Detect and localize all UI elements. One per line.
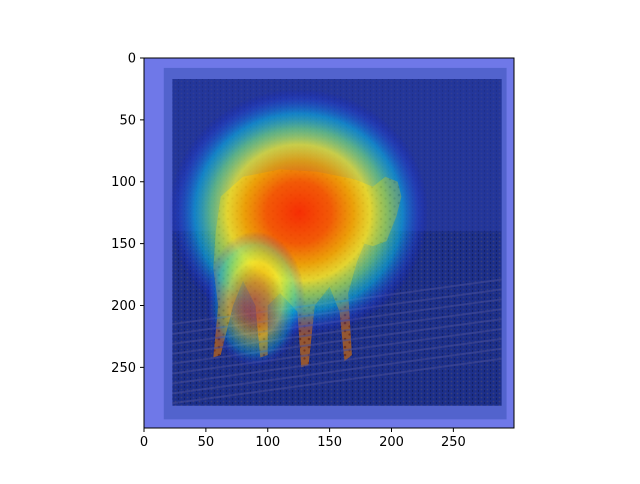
y-tick-label: 100 bbox=[111, 175, 136, 190]
y-axis: 0 50 100 150 200 250 bbox=[111, 52, 144, 376]
ground-streak bbox=[172, 347, 502, 395]
axes-frame bbox=[143, 57, 515, 429]
ground-streak bbox=[172, 357, 502, 405]
ground-streak bbox=[172, 337, 502, 385]
ground-streak bbox=[172, 328, 502, 375]
ground-streak bbox=[172, 318, 502, 365]
x-tick-label: 150 bbox=[317, 435, 342, 450]
y-tick-label: 150 bbox=[111, 237, 136, 252]
x-tick-label: 200 bbox=[379, 435, 404, 450]
x-tick-label: 250 bbox=[441, 435, 466, 450]
x-tick-label: 100 bbox=[255, 435, 280, 450]
x-tick-label: 50 bbox=[198, 435, 215, 450]
x-axis: 0 50 100 150 200 250 bbox=[140, 428, 466, 450]
ground-streak bbox=[172, 308, 502, 355]
y-tick-label: 200 bbox=[111, 299, 136, 314]
heatmap-overlay-lobe bbox=[205, 231, 305, 368]
y-tick-label: 50 bbox=[119, 113, 136, 128]
y-tick-label: 250 bbox=[111, 361, 136, 376]
y-tick-label: 0 bbox=[128, 52, 136, 67]
x-tick-label: 0 bbox=[140, 435, 148, 450]
